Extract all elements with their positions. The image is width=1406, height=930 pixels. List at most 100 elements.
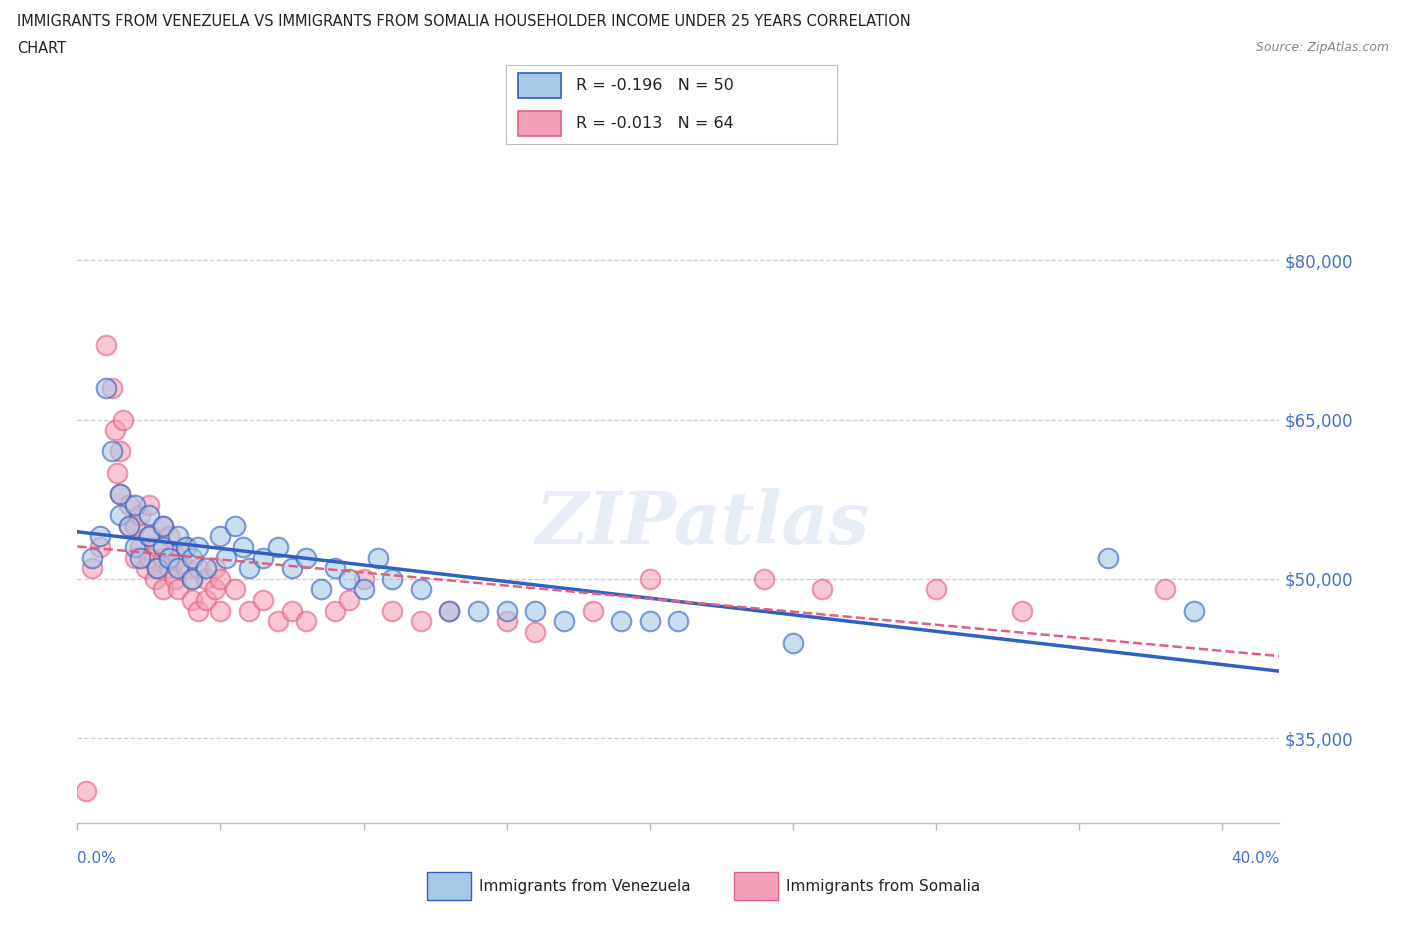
Point [1097, 551, 1119, 565]
Point [267, 614, 290, 629]
Point [232, 539, 254, 554]
FancyBboxPatch shape [427, 872, 471, 900]
Point [166, 551, 188, 565]
Point [309, 582, 332, 597]
Point [138, 498, 160, 512]
Point [118, 498, 141, 512]
Text: CHART: CHART [17, 41, 66, 56]
Point [281, 561, 304, 576]
Point [89, 539, 111, 554]
Point [925, 582, 948, 597]
Point [129, 539, 152, 554]
Point [524, 625, 547, 640]
Point [152, 582, 174, 597]
Point [180, 551, 202, 565]
Point [152, 539, 174, 554]
Point [810, 582, 832, 597]
Point [138, 508, 160, 523]
Point [94, 338, 117, 352]
Point [187, 561, 209, 576]
Point [166, 582, 188, 597]
Point [103, 423, 125, 438]
Point [187, 539, 209, 554]
Point [224, 582, 246, 597]
Point [174, 539, 197, 554]
Point [157, 551, 180, 565]
Point [238, 561, 260, 576]
Point [209, 604, 232, 618]
Point [180, 592, 202, 607]
Point [80, 561, 103, 576]
Point [238, 604, 260, 618]
Point [124, 551, 146, 565]
Point [143, 571, 166, 586]
Point [110, 444, 132, 458]
Point [146, 561, 169, 576]
Point [1182, 604, 1205, 618]
Point [353, 582, 375, 597]
Point [138, 551, 160, 565]
Point [110, 486, 132, 501]
Point [100, 380, 122, 395]
Text: ZIPatlas: ZIPatlas [536, 488, 869, 559]
Point [174, 561, 197, 576]
Point [94, 380, 117, 395]
Point [439, 604, 461, 618]
Text: IMMIGRANTS FROM VENEZUELA VS IMMIGRANTS FROM SOMALIA HOUSEHOLDER INCOME UNDER 25: IMMIGRANTS FROM VENEZUELA VS IMMIGRANTS … [17, 14, 911, 29]
Point [89, 529, 111, 544]
Point [668, 614, 690, 629]
Point [180, 571, 202, 586]
Point [129, 508, 152, 523]
Point [166, 529, 188, 544]
Point [323, 561, 346, 576]
Point [323, 604, 346, 618]
Point [638, 614, 661, 629]
Point [209, 529, 232, 544]
Point [110, 486, 132, 501]
Point [782, 635, 804, 650]
Point [337, 592, 360, 607]
Point [152, 551, 174, 565]
Point [1154, 582, 1177, 597]
Point [180, 571, 202, 586]
Point [195, 592, 218, 607]
Point [381, 604, 404, 618]
Point [252, 551, 274, 565]
Point [381, 571, 404, 586]
Point [100, 444, 122, 458]
FancyBboxPatch shape [517, 73, 561, 99]
Point [166, 561, 188, 576]
Point [224, 518, 246, 533]
Point [124, 498, 146, 512]
Point [110, 508, 132, 523]
FancyBboxPatch shape [517, 111, 561, 137]
Point [195, 571, 218, 586]
Point [157, 529, 180, 544]
Point [409, 614, 432, 629]
Point [187, 604, 209, 618]
Point [409, 582, 432, 597]
Point [267, 539, 290, 554]
Point [252, 592, 274, 607]
Point [495, 604, 517, 618]
Point [353, 571, 375, 586]
Point [124, 539, 146, 554]
Point [157, 561, 180, 576]
Point [209, 571, 232, 586]
Point [295, 614, 318, 629]
Point [152, 518, 174, 533]
Point [118, 518, 141, 533]
Point [163, 571, 186, 586]
Point [215, 551, 238, 565]
Point [118, 518, 141, 533]
Text: Immigrants from Somalia: Immigrants from Somalia [786, 879, 980, 894]
Point [467, 604, 489, 618]
Point [204, 582, 226, 597]
Point [174, 539, 197, 554]
FancyBboxPatch shape [734, 872, 778, 900]
Point [107, 465, 129, 480]
Point [80, 551, 103, 565]
Point [146, 561, 169, 576]
Point [610, 614, 633, 629]
Point [152, 518, 174, 533]
